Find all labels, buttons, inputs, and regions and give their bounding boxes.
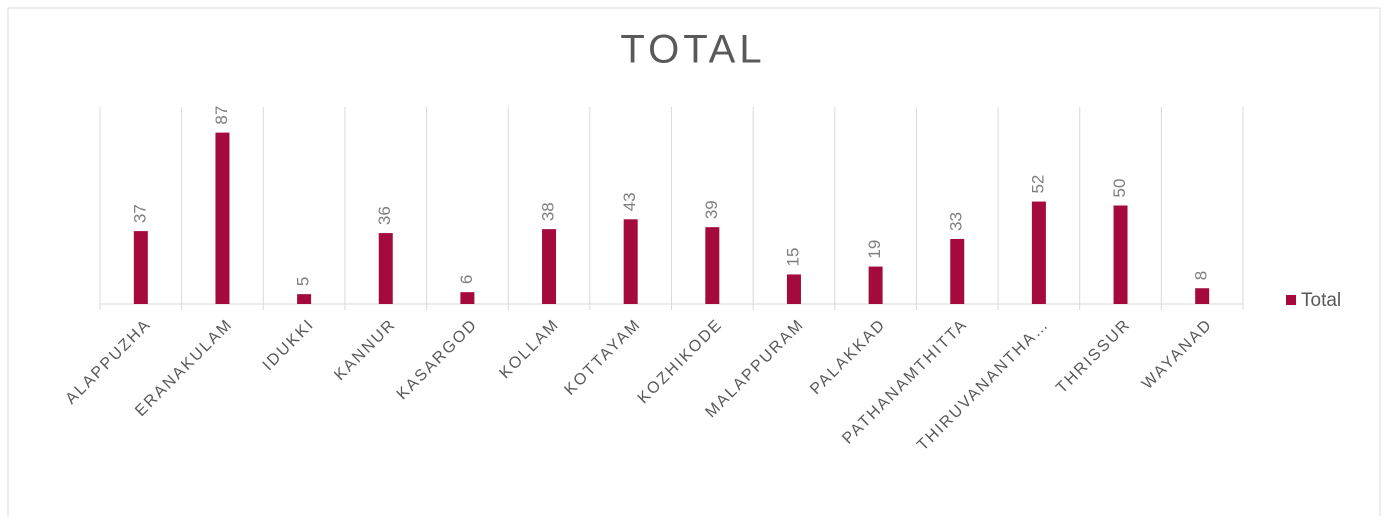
chart-title: TOTAL	[620, 28, 765, 72]
bar	[786, 274, 801, 304]
legend-swatch	[1286, 295, 1296, 305]
bar	[623, 219, 638, 304]
data-label: 5	[294, 277, 313, 286]
bar	[133, 231, 148, 304]
bar	[1113, 205, 1128, 304]
data-label: 36	[375, 206, 394, 225]
data-label: 43	[620, 192, 639, 211]
data-label: 15	[783, 248, 802, 267]
data-label: 19	[865, 240, 884, 259]
bar	[542, 229, 557, 304]
data-label: 39	[702, 200, 721, 219]
data-label: 6	[457, 275, 476, 284]
bar	[868, 266, 883, 304]
bar	[378, 233, 393, 304]
bar	[460, 292, 475, 304]
data-label: 38	[539, 202, 558, 221]
data-label: 52	[1028, 175, 1047, 194]
data-label: 8	[1192, 271, 1211, 280]
data-label: 33	[947, 212, 966, 231]
bar	[1031, 201, 1046, 304]
data-label: 50	[1110, 179, 1129, 198]
data-label: 37	[130, 204, 149, 223]
bar	[297, 294, 312, 304]
bar	[950, 238, 965, 304]
bar	[215, 132, 230, 304]
data-label: 87	[212, 106, 231, 125]
bar	[1195, 288, 1210, 304]
legend-label: Total	[1301, 290, 1341, 311]
bar	[705, 227, 720, 304]
chart-border	[7, 7, 1381, 521]
